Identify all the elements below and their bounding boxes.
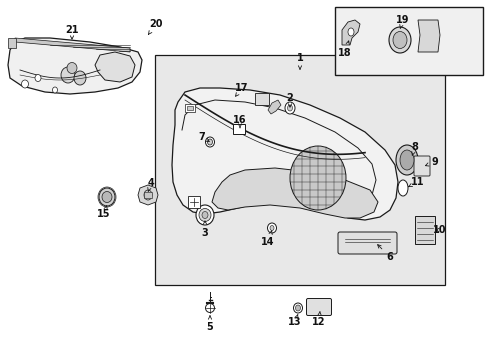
- Bar: [414, 216, 434, 244]
- Ellipse shape: [287, 105, 292, 111]
- Polygon shape: [417, 20, 439, 52]
- Bar: [232, 124, 244, 134]
- Ellipse shape: [289, 146, 346, 210]
- Ellipse shape: [285, 102, 294, 114]
- Text: 18: 18: [338, 41, 351, 58]
- Bar: [187, 196, 200, 208]
- Ellipse shape: [399, 150, 413, 170]
- Bar: [155, 55, 444, 285]
- Text: 7: 7: [198, 132, 209, 142]
- Ellipse shape: [205, 303, 214, 312]
- Bar: [186, 106, 193, 110]
- Ellipse shape: [74, 71, 86, 85]
- Bar: [254, 93, 268, 105]
- Text: 8: 8: [411, 142, 418, 155]
- Bar: [184, 104, 195, 112]
- Polygon shape: [267, 100, 281, 114]
- Ellipse shape: [392, 32, 406, 49]
- Ellipse shape: [143, 190, 152, 200]
- Polygon shape: [341, 20, 359, 45]
- Ellipse shape: [202, 212, 207, 219]
- Polygon shape: [172, 88, 397, 220]
- Ellipse shape: [61, 67, 75, 83]
- Ellipse shape: [293, 303, 302, 313]
- FancyBboxPatch shape: [306, 298, 331, 315]
- Polygon shape: [15, 38, 130, 52]
- Text: 19: 19: [395, 15, 409, 28]
- Text: 10: 10: [432, 225, 446, 235]
- Ellipse shape: [199, 208, 210, 221]
- Text: 5: 5: [206, 316, 213, 332]
- Text: 1: 1: [296, 53, 303, 69]
- Text: 2: 2: [286, 93, 293, 107]
- Ellipse shape: [196, 205, 214, 225]
- Text: 11: 11: [407, 177, 424, 187]
- Ellipse shape: [102, 192, 112, 202]
- Text: 9: 9: [425, 157, 437, 167]
- Polygon shape: [8, 38, 142, 94]
- Text: 15: 15: [97, 206, 110, 219]
- Bar: [8, 38, 16, 48]
- Ellipse shape: [395, 145, 417, 175]
- Text: 17: 17: [235, 83, 248, 96]
- Ellipse shape: [347, 28, 353, 36]
- Ellipse shape: [269, 225, 273, 230]
- Ellipse shape: [295, 305, 300, 311]
- Text: 14: 14: [261, 231, 274, 247]
- Ellipse shape: [52, 87, 58, 93]
- Ellipse shape: [267, 223, 276, 233]
- Text: 12: 12: [312, 311, 325, 327]
- Text: 4: 4: [147, 178, 154, 191]
- Bar: [143, 192, 152, 198]
- Text: 13: 13: [287, 314, 301, 327]
- Polygon shape: [138, 185, 158, 205]
- FancyBboxPatch shape: [413, 156, 429, 176]
- Text: 21: 21: [65, 25, 79, 39]
- Polygon shape: [95, 52, 135, 82]
- Text: 16: 16: [233, 115, 246, 128]
- Ellipse shape: [99, 188, 115, 206]
- Bar: [334, 7, 482, 75]
- Ellipse shape: [21, 80, 28, 88]
- Text: 6: 6: [377, 245, 392, 262]
- FancyBboxPatch shape: [337, 232, 396, 254]
- Ellipse shape: [67, 63, 77, 73]
- Text: 20: 20: [148, 19, 163, 34]
- Ellipse shape: [397, 180, 407, 196]
- Ellipse shape: [207, 139, 212, 145]
- Polygon shape: [212, 168, 377, 218]
- Ellipse shape: [35, 75, 41, 81]
- Text: 3: 3: [201, 221, 208, 238]
- Ellipse shape: [205, 137, 214, 147]
- Ellipse shape: [388, 27, 410, 53]
